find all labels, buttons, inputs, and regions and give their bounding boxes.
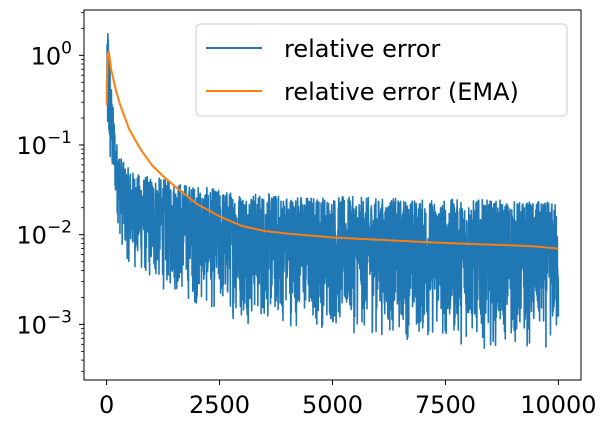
x-tick-label: 10000 bbox=[520, 391, 596, 419]
legend-label: relative error bbox=[284, 35, 440, 63]
relative-error-series bbox=[105, 33, 560, 349]
relative-error-ema-line bbox=[105, 50, 559, 250]
legend: relative error relative error (EMA) bbox=[195, 23, 568, 117]
x-tick-label: 7500 bbox=[415, 391, 476, 419]
x-tick-label: 2500 bbox=[189, 391, 250, 419]
x-tick-label: 5000 bbox=[302, 391, 363, 419]
x-tick-label: 0 bbox=[99, 391, 114, 419]
legend-label: relative error (EMA) bbox=[284, 78, 519, 106]
relative-error-ema-series bbox=[105, 50, 559, 250]
legend-box bbox=[195, 23, 568, 117]
relative-error-line bbox=[105, 33, 560, 349]
